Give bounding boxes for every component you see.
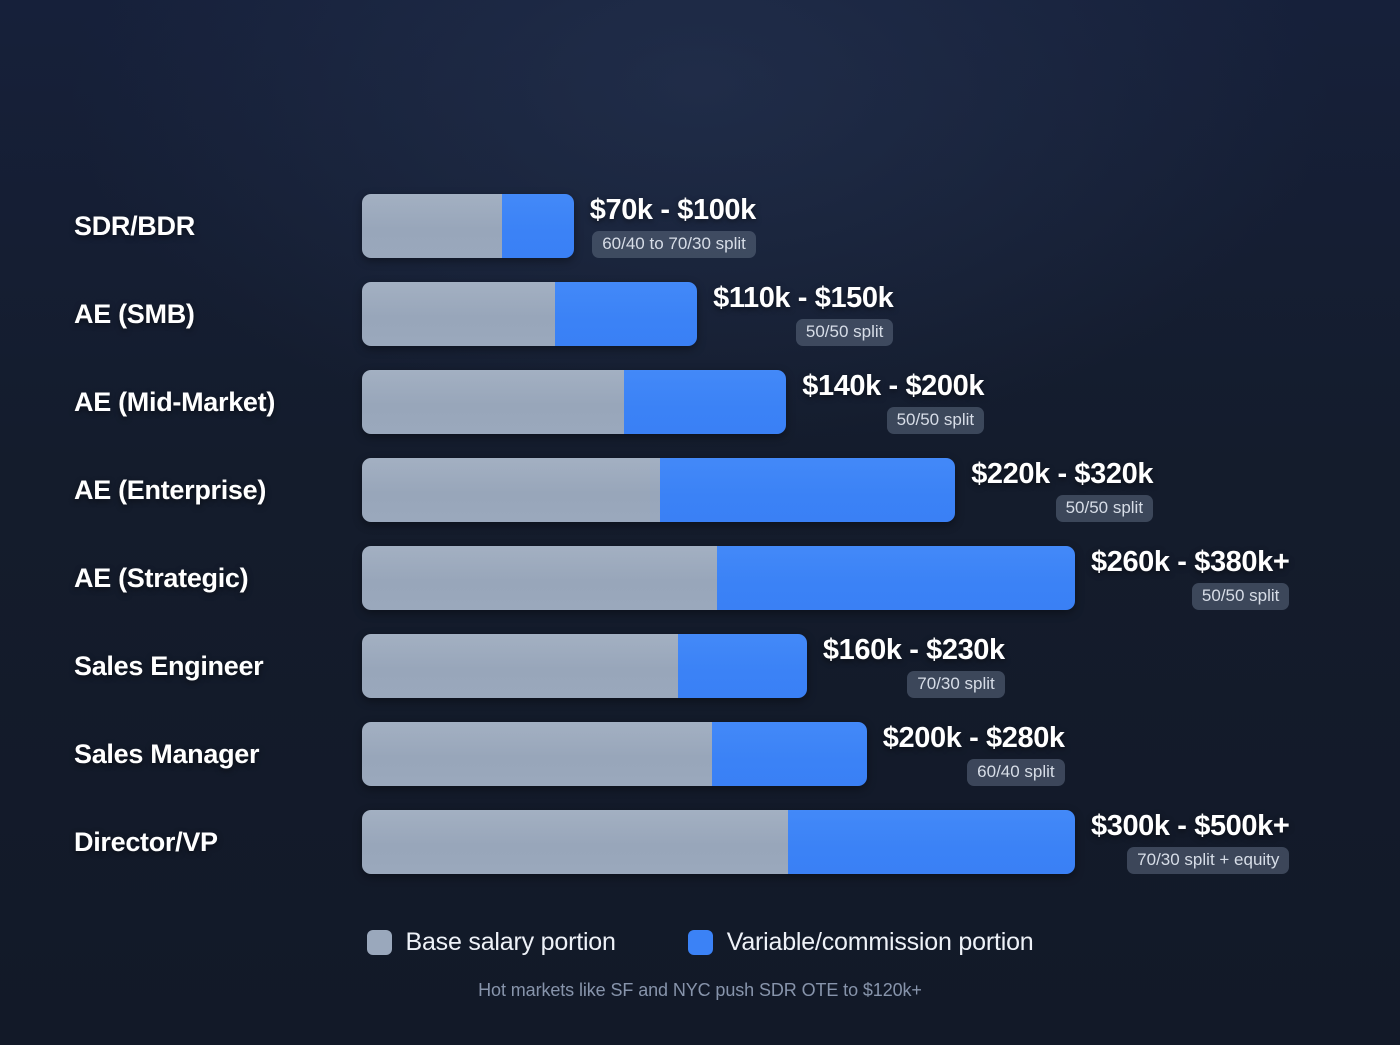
bar-segment-base-salary[interactable] [362, 458, 660, 522]
chart-footnote: Hot markets like SF and NYC push SDR OTE… [478, 980, 922, 1000]
row-ote-range-value: $160k - $230k [822, 634, 1005, 666]
chart-row: Director/VP $300k - $500k+ 70/30 split + e… [0, 810, 1400, 898]
stacked-bar[interactable] [362, 458, 956, 522]
bar-track [362, 810, 1075, 874]
legend-item[interactable]: Variable/commission portion [687, 928, 1034, 957]
row-split-badge: 70/30 split [907, 671, 1005, 698]
row-role-label: Director/VP [74, 826, 218, 857]
bar-segment-variable-commission[interactable] [623, 370, 787, 434]
row-ote-range-value: $260k - $380k+ [1091, 546, 1290, 578]
stacked-bar[interactable] [362, 722, 867, 786]
row-split-badge: 60/40 to 70/30 split [592, 231, 756, 258]
square-swatch-icon [366, 930, 392, 955]
row-role-label: AE (Strategic) [74, 562, 249, 593]
bar-track [362, 546, 1075, 610]
bar-segment-base-salary[interactable] [362, 634, 679, 698]
row-role-label: Sales Manager [74, 738, 260, 769]
chart-row: AE (Strategic) $260k - $380k+ 50/50 split [0, 546, 1400, 634]
chart-row: Sales Manager $200k - $280k 60/40 split [0, 722, 1400, 810]
row-ote-range-value: $140k - $200k [802, 370, 985, 402]
row-ote-range-value: $220k - $320k [971, 458, 1154, 490]
row-role-label: AE (Mid-Market) [74, 386, 276, 417]
bar-track [362, 722, 1075, 786]
bar-track [362, 634, 1075, 698]
row-annotation: $160k - $230k 70/30 split [807, 634, 1005, 698]
bar-segment-variable-commission[interactable] [678, 634, 807, 698]
stacked-bar[interactable] [362, 194, 574, 258]
row-ote-range-value: $110k - $150k [713, 282, 894, 314]
row-annotation: $200k - $280k 60/40 split [867, 722, 1065, 786]
row-annotation: $110k - $150k 50/50 split [697, 282, 894, 346]
bar-segment-variable-commission[interactable] [659, 458, 956, 522]
row-annotation: $260k - $380k+ 50/50 split [1075, 546, 1290, 610]
chart-row: AE (Enterprise) $220k - $320k 50/50 split [0, 458, 1400, 546]
row-split-badge: 50/50 split [1055, 495, 1154, 522]
row-split-badge: 50/50 split [795, 319, 894, 346]
page-title: 2026 Sales Team OTE Benchmarks [320, 44, 1080, 97]
chart-header: 2026 Sales Team OTE Benchmarks On-Target… [0, 0, 1400, 146]
bar-rows-container: SDR/BDR $70k - $100k 60/40 to 70/30 split A… [0, 194, 1400, 898]
row-role-label: Sales Engineer [74, 650, 264, 681]
row-role-label: AE (SMB) [74, 298, 195, 329]
bar-segment-base-salary[interactable] [362, 546, 718, 610]
stacked-bar[interactable] [362, 810, 1075, 874]
stacked-bar[interactable] [362, 282, 698, 346]
row-ote-range-value: $70k - $100k [589, 194, 757, 226]
bar-track [362, 194, 1075, 258]
row-ote-range-value: $200k - $280k [882, 722, 1065, 754]
bar-segment-base-salary[interactable] [362, 194, 503, 258]
chart-row: AE (SMB) $110k - $150k 50/50 split [0, 282, 1400, 370]
bar-segment-base-salary[interactable] [362, 282, 556, 346]
row-split-badge: 60/40 split [967, 759, 1065, 786]
bar-segment-variable-commission[interactable] [717, 546, 1075, 610]
chart-row: Sales Engineer $160k - $230k 70/30 split [0, 634, 1400, 722]
bar-segment-base-salary[interactable] [362, 722, 712, 786]
stacked-bar[interactable] [362, 370, 787, 434]
bar-track [362, 370, 1075, 434]
bar-track [362, 458, 1075, 522]
row-annotation: $70k - $100k 60/40 to 70/30 split [574, 194, 756, 258]
row-role-label: AE (Enterprise) [74, 474, 267, 505]
chart-legend: Base salary portion Variable/commission p… [0, 928, 1400, 957]
row-annotation: $300k - $500k+ 70/30 split + equity [1075, 810, 1290, 874]
page-subtitle: On-Target Earnings by Role [511, 110, 889, 146]
row-role-label: SDR/BDR [74, 210, 195, 241]
row-annotation: $220k - $320k 50/50 split [955, 458, 1153, 522]
bar-segment-variable-commission[interactable] [787, 810, 1075, 874]
legend-label: Variable/commission portion [726, 928, 1034, 956]
legend-label: Base salary portion [405, 928, 616, 956]
bar-track [362, 282, 1075, 346]
chart-row: SDR/BDR $70k - $100k 60/40 to 70/30 split [0, 194, 1400, 282]
row-split-badge: 50/50 split [886, 407, 985, 434]
bar-segment-variable-commission[interactable] [502, 194, 574, 258]
legend-item[interactable]: Base salary portion [366, 928, 616, 957]
row-split-badge: 70/30 split + equity [1127, 847, 1290, 874]
chart-row: AE (Mid-Market) $140k - $200k 50/50 split [0, 370, 1400, 458]
bar-segment-base-salary[interactable] [362, 810, 788, 874]
row-annotation: $140k - $200k 50/50 split [786, 370, 984, 434]
row-split-badge: 50/50 split [1191, 583, 1290, 610]
stacked-bar[interactable] [362, 546, 1075, 610]
stacked-bar[interactable] [362, 634, 807, 698]
bar-segment-variable-commission[interactable] [711, 722, 867, 786]
bar-segment-base-salary[interactable] [362, 370, 624, 434]
bar-segment-variable-commission[interactable] [555, 282, 698, 346]
square-swatch-icon [687, 930, 713, 955]
row-ote-range-value: $300k - $500k+ [1091, 810, 1290, 842]
